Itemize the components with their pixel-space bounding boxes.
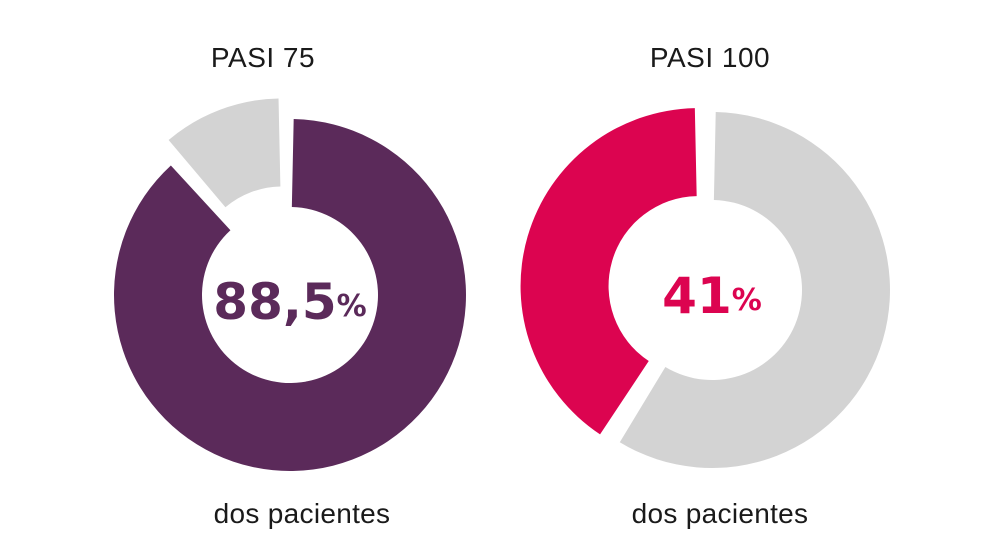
pasi75-title: PASI 75 (210, 42, 316, 73)
pasi100-title: PASI 100 (649, 42, 771, 73)
pasi75-donut: 88,5% (114, 98, 467, 471)
pasi75-center-label: 88,5% (213, 273, 366, 331)
pasi100-center-label: 41% (662, 267, 762, 325)
pasi100-donut: 41% (520, 108, 891, 469)
pasi100-value-text: 41 (662, 267, 732, 325)
pasi100-unit-text: % (732, 283, 762, 318)
pasi75-remainder-slice (168, 98, 281, 208)
pasi100-value-slice (520, 108, 697, 435)
pasi75-value-slice (114, 119, 467, 471)
pasi75-unit-text: % (337, 289, 367, 324)
pasi100-caption: dos pacientes (631, 498, 809, 529)
pasi75-caption: dos pacientes (213, 498, 391, 529)
pasi100-remainder-slice (619, 112, 891, 469)
pasi75-value-text: 88,5 (213, 273, 336, 331)
